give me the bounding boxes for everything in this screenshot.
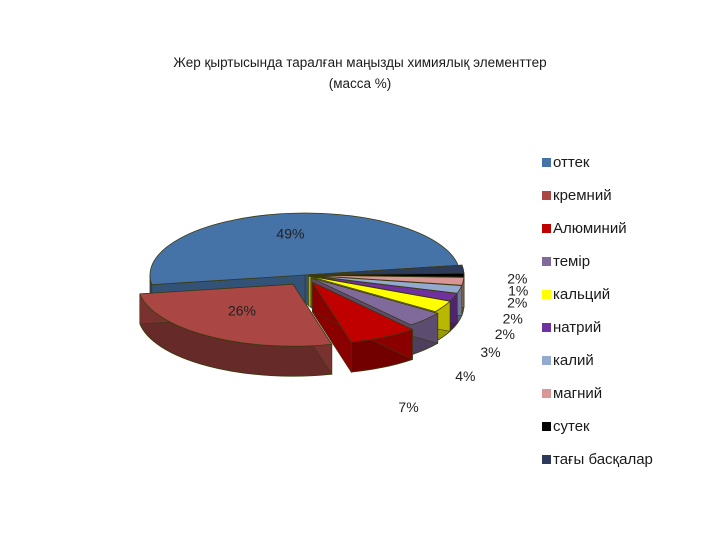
legend-swatch — [542, 389, 551, 398]
legend-item-10: тағы басқалар — [542, 443, 720, 476]
legend-item-8: магний — [542, 377, 720, 410]
legend-swatch — [542, 356, 551, 365]
chart-title-main: Жер қыртысында таралған маңызды химиялық… — [173, 55, 547, 70]
legend-swatch — [542, 257, 551, 266]
chart-title-subtitle: (масса %) — [328, 76, 392, 91]
legend-item-3: Алюминий — [542, 212, 720, 245]
pie-tops — [139, 212, 465, 347]
data-label-4: 4% — [455, 368, 475, 384]
legend-swatch — [542, 191, 551, 200]
legend-label: сутек — [553, 418, 590, 435]
data-label-2: 26% — [228, 302, 256, 318]
legend-label: тағы басқалар — [553, 451, 653, 468]
legend-item-7: калий — [542, 344, 720, 377]
legend-item-6: натрий — [542, 311, 720, 344]
data-label-1: 49% — [276, 225, 304, 241]
legend-item-4: темір — [542, 245, 720, 278]
legend-item-2: кремний — [542, 179, 720, 212]
legend-swatch — [542, 422, 551, 431]
legend-label: кальций — [553, 286, 611, 303]
legend: оттек кремний Алюминий темір кальций натрий ка… — [542, 146, 720, 476]
legend-label: калий — [553, 352, 594, 369]
chart-title: Жер қыртысында таралған маңызды химиялық… — [150, 52, 570, 94]
legend-label: натрий — [553, 319, 602, 336]
legend-label: Алюминий — [553, 220, 627, 237]
pie-labels: 49%26%7%4%3%2%2%2%1%2% — [228, 225, 528, 415]
legend-label: темір — [553, 253, 591, 270]
data-label-5: 3% — [480, 344, 500, 360]
pie-slice-1 — [149, 212, 459, 286]
pie-slice-10 — [308, 264, 465, 276]
data-label-8: 2% — [507, 294, 527, 310]
legend-swatch — [542, 290, 551, 299]
data-label-9: 1% — [508, 282, 528, 298]
pie-slice-4 — [310, 277, 439, 326]
legend-item-9: сутек — [542, 410, 720, 443]
legend-swatch — [542, 455, 551, 464]
legend-label: кремний — [553, 187, 612, 204]
data-label-6: 2% — [495, 326, 515, 342]
legend-item-5: кальций — [542, 278, 720, 311]
pie-slice-3 — [311, 281, 414, 343]
legend-label: оттек — [553, 154, 590, 171]
data-label-3: 7% — [398, 399, 418, 415]
legend-swatch — [542, 224, 551, 233]
data-label-10: 2% — [507, 270, 527, 286]
data-label-7: 2% — [503, 310, 523, 326]
pie-slice-2 — [139, 283, 333, 347]
legend-label: магний — [553, 385, 603, 402]
legend-item-1: оттек — [542, 146, 720, 179]
legend-swatch — [542, 158, 551, 167]
legend-swatch — [542, 323, 551, 332]
